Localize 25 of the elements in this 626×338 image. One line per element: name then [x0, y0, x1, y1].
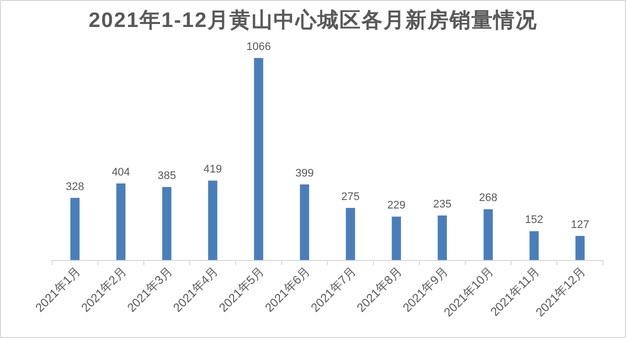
- bar: [162, 187, 172, 260]
- data-label: 275: [341, 190, 360, 203]
- data-label: 328: [66, 180, 84, 193]
- data-label: 127: [570, 218, 590, 231]
- bar: [392, 216, 401, 260]
- chart-title: 2021年1-12月黄山中心城区各月新房销量情况: [88, 8, 538, 32]
- bar: [438, 215, 447, 260]
- data-label: 419: [204, 164, 222, 176]
- data-label: 404: [112, 166, 130, 178]
- data-label: 268: [479, 192, 498, 204]
- bar: [70, 198, 80, 260]
- data-label: 385: [158, 170, 176, 182]
- bar: [208, 180, 218, 260]
- bar: [254, 58, 264, 260]
- data-label: 1066: [246, 41, 271, 53]
- data-label: 399: [295, 167, 314, 180]
- bar: [530, 231, 539, 260]
- bar: [300, 184, 310, 260]
- bar: [484, 209, 493, 260]
- bar: [346, 208, 356, 260]
- data-label: 152: [524, 214, 544, 226]
- bar: [116, 183, 126, 260]
- data-label: 229: [387, 200, 406, 212]
- bar: [575, 236, 585, 260]
- data-label: 235: [433, 198, 452, 210]
